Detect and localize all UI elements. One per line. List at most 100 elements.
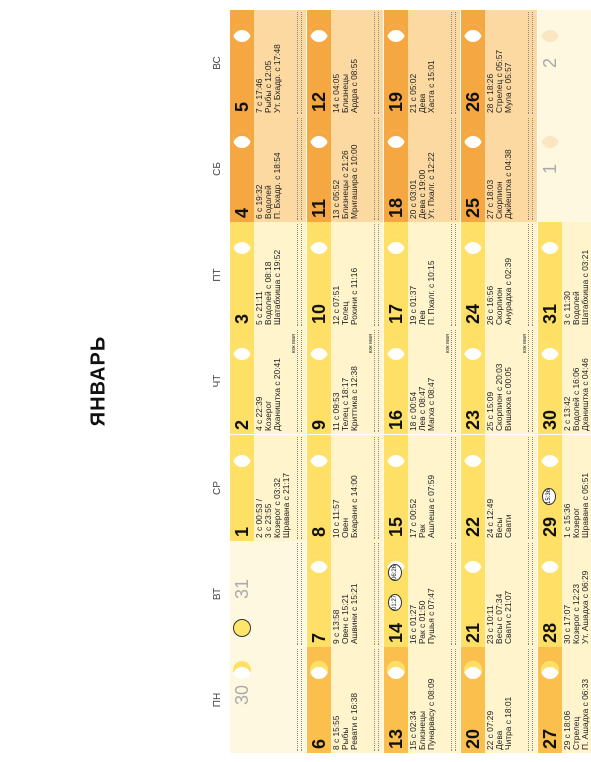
day-cell[interactable]: 23 25 с 15:09 Скорпион с 20:03 Вишакха с 00… — [461, 328, 537, 434]
day-cell[interactable]: 1 — [538, 116, 591, 222]
day-cell[interactable]: 19 21 с 05:02 Дева Хаста с 15:01 — [384, 10, 460, 116]
day-cell[interactable]: 21 23 с 10:11 Весы с 07:34 Свати с 21:07 — [461, 541, 537, 647]
weekday-header: ЧТ — [212, 374, 223, 388]
day-info: 11 с 09:53 Телец с 18:17 Криттика с 12:38 — [331, 330, 359, 431]
day-info-line: Пушья с 07:47 — [426, 588, 436, 644]
day-number: 7 — [309, 632, 329, 643]
day-cell[interactable]: 18 20 с 03:01 Дева с 19:00 Ут. Пхалг. с 12:… — [384, 116, 460, 222]
day-cell[interactable]: 14 01:27 06:26 16 с 01:27 Рак с 01:50 Пушья с… — [384, 541, 460, 647]
dotted-line — [378, 224, 379, 326]
day-cell[interactable]: 15 17 с 00:52 Рак Ашлеша с 07:59 — [384, 435, 460, 541]
dotted-line — [455, 437, 456, 539]
day-cell[interactable]: 13 15 с 02:34 Близнецы Пунарвасу с 08:09 — [384, 647, 460, 753]
day-cell[interactable]: 27 29 с 18:06 Стрелец П. Ашадха с 06:33 — [538, 647, 591, 753]
dotted-line — [532, 12, 533, 114]
moon-phase-icon — [464, 342, 482, 360]
dotted-line — [301, 649, 302, 751]
day-number: 22 — [463, 516, 483, 537]
dotted-line — [455, 543, 456, 645]
day-info-line: Свати с 21:07 — [503, 590, 513, 644]
day-info-line: Криттика с 12:38 — [349, 366, 359, 431]
day-cell[interactable]: 22 24 с 12:49 Весы Свати — [461, 435, 537, 541]
day-cell[interactable]: 28 30 с 17:07 Козерог с 12:23 Ут. Ашадха с … — [538, 541, 591, 647]
moon-phase-icon — [310, 236, 328, 254]
day-number: 20 — [463, 728, 483, 749]
day-info: 2 с 13:42 Водолей с 16:06 Дхаништха с 04:4… — [562, 330, 590, 431]
dotted-line — [451, 330, 452, 432]
dotted-line — [528, 543, 529, 645]
dotted-line — [528, 649, 529, 751]
day-number: 9 — [309, 419, 329, 430]
day-number: 31 — [540, 303, 560, 324]
moon-phase-icon — [541, 555, 559, 573]
day-info-line: Дхаништха с 04:46 — [580, 358, 590, 431]
moon-phase-icon — [233, 661, 251, 679]
dotted-line — [455, 118, 456, 220]
day-info: 14 с 04:05 Близнецы Ардра с 08:55 — [331, 12, 359, 113]
day-cell[interactable]: 17 19 с 01:37 Лев П. Пхалг. с 10:15 — [384, 222, 460, 328]
day-info-line: Читра с 18:01 — [503, 696, 513, 750]
day-number: 26 — [463, 91, 483, 112]
day-cell[interactable]: 2 — [538, 10, 591, 116]
day-cell[interactable]: 25 27 с 18:03 Скорпион Джйештха с 04:38 — [461, 116, 537, 222]
moon-phase-icon — [310, 661, 328, 679]
day-info: 27 с 18:03 Скорпион Джйештха с 04:38 — [485, 118, 513, 219]
day-info-line: П. Ашадха с 06:33 — [580, 678, 590, 750]
day-info: 19 с 01:37 Лев П. Пхалг. с 10:15 — [408, 224, 436, 326]
day-cell[interactable]: 24 26 с 16:56 Скорпион Анурадха с 02:39 — [461, 222, 537, 328]
day-number: 11 — [309, 198, 329, 218]
day-cell[interactable]: 10 12 с 07:51 Телец Рохини с 11:16 — [307, 222, 383, 328]
day-info: 7 с 17:46 Рыбы с 12:05 Ут. Бхадр. с 17:48 — [254, 12, 282, 113]
day-info-line: Шатабхиша с 19:52 — [272, 249, 282, 325]
dotted-line — [455, 330, 456, 432]
dotted-line — [374, 649, 375, 751]
dotted-line — [378, 330, 379, 432]
day-cell[interactable]: 30 — [230, 647, 306, 753]
day-cell[interactable]: 12 14 с 04:05 Близнецы Ардра с 08:55 — [307, 10, 383, 116]
day-cell[interactable]: 26 28 с 18:26 Стрелец с 05:57 Мула с 05:57 — [461, 10, 537, 116]
day-info: 18 с 00:54 Лев с 08:47 Магха с 08:47 — [408, 330, 436, 431]
dotted-line — [378, 649, 379, 751]
moon-phase-icon — [464, 661, 482, 679]
day-cell[interactable]: 30 2 с 13:42 Водолей с 16:06 Дхаништха с 04… — [538, 328, 591, 434]
day-cell[interactable]: 16 18 с 00:54 Лев с 08:47 Магха с 08:47 юж м… — [384, 328, 460, 434]
moon-phase-icon — [387, 130, 405, 148]
day-info: 28 с 18:26 Стрелец с 05:57 Мула с 05:57 — [485, 12, 513, 113]
day-cell[interactable]: 8 10 с 11:57 Овен Бхарани с 14:00 — [307, 435, 383, 541]
day-number: 25 — [463, 197, 483, 218]
day-info: 25 с 15:09 Скорпион с 20:03 Вишакха с 00:0… — [485, 330, 513, 431]
day-cell[interactable]: 11 13 с 05:52 Близнецы с 21:26 Мригашира с … — [307, 116, 383, 222]
day-info-line: Свати — [503, 514, 513, 538]
day-cell[interactable]: 29 15:36 1 с 15:36 Козерог Шравана с 05:51 — [538, 435, 591, 541]
moon-phase-icon — [464, 130, 482, 148]
moon-phase-icon — [233, 24, 251, 42]
full-moon-icon — [233, 619, 251, 637]
time-badge: 15:36 — [542, 488, 556, 505]
day-number: 30 — [540, 409, 560, 430]
moon-phase-icon — [541, 661, 559, 679]
day-number: 31 — [232, 578, 252, 599]
dotted-line — [374, 118, 375, 220]
moon-phase-icon — [464, 24, 482, 42]
day-cell[interactable]: 20 22 с 07:29 Дева Читра с 18:01 — [461, 647, 537, 753]
weekday-header: СР — [212, 481, 223, 495]
day-info: 10 с 11:57 Овен Бхарани с 14:00 — [331, 437, 359, 538]
dotted-line — [455, 12, 456, 114]
day-number: 24 — [463, 303, 483, 324]
day-cell[interactable]: 31 3 с 11:30 Водолей Шатабхиша с 03:21 — [538, 222, 591, 328]
day-number: 29 — [540, 516, 560, 537]
dotted-line — [374, 330, 375, 432]
weekday-header: ПТ — [212, 268, 223, 282]
dotted-line — [532, 543, 533, 645]
day-cell[interactable]: 9 11 с 09:53 Телец с 18:17 Криттика с 12:38… — [307, 328, 383, 434]
moon-phase-icon — [464, 555, 482, 573]
day-cell[interactable]: 31 — [230, 541, 306, 647]
dotted-line — [301, 224, 302, 326]
